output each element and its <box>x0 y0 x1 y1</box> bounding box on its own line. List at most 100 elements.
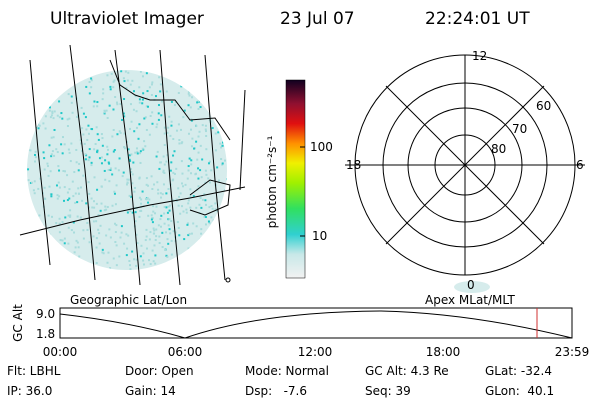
speckle <box>187 104 190 107</box>
speckle <box>225 77 227 80</box>
speckle <box>85 128 88 131</box>
speckle <box>114 231 117 234</box>
speckle <box>153 232 156 235</box>
speckle <box>67 226 70 229</box>
speckle <box>196 158 199 161</box>
speckle <box>144 198 147 201</box>
speckle <box>186 222 189 225</box>
speckle <box>112 108 115 111</box>
speckle <box>49 170 52 173</box>
speckle <box>180 85 183 88</box>
speckle <box>34 153 37 156</box>
speckle <box>172 199 175 202</box>
speckle <box>58 231 61 234</box>
speckle <box>97 138 100 141</box>
speckle <box>46 258 49 261</box>
speckle <box>169 204 172 207</box>
speckle <box>205 173 208 176</box>
speckle <box>202 98 205 101</box>
speckle <box>203 193 206 196</box>
colorbar-tick: 100 <box>310 140 333 154</box>
speckle <box>170 266 173 269</box>
speckle <box>73 231 76 234</box>
speckle <box>88 148 91 151</box>
speckle <box>187 90 190 93</box>
speckle <box>182 185 185 188</box>
speckle <box>75 239 78 242</box>
speckle <box>209 89 212 92</box>
speckle <box>51 83 54 86</box>
speckle <box>153 244 156 247</box>
speckle <box>82 174 85 177</box>
speckle <box>74 201 77 204</box>
speckle <box>167 126 170 129</box>
speckle <box>138 152 141 155</box>
speckle <box>218 119 221 122</box>
speckle <box>112 86 115 89</box>
speckle <box>135 110 138 113</box>
speckle <box>30 95 33 98</box>
speckle <box>129 168 132 171</box>
speckle <box>190 163 193 166</box>
speckle <box>119 131 122 134</box>
speckle <box>160 100 163 103</box>
speckle <box>28 78 31 81</box>
speckle <box>93 176 96 179</box>
speckle <box>97 214 100 217</box>
speckle <box>200 254 203 257</box>
speckle <box>204 98 207 101</box>
alt-x-tick: 18:00 <box>426 345 461 359</box>
speckle <box>150 214 153 217</box>
speckle <box>121 118 124 121</box>
polar-grid <box>345 54 585 276</box>
mlt-label: 6 <box>576 158 584 172</box>
speckle <box>204 169 207 172</box>
speckle <box>141 102 144 105</box>
speckle <box>168 115 171 118</box>
speckle <box>190 232 193 235</box>
speckle <box>157 104 160 107</box>
speckle <box>157 224 160 227</box>
speckle <box>114 167 117 170</box>
speckle <box>134 95 137 98</box>
speckle <box>178 195 181 198</box>
speckle <box>114 95 117 98</box>
speckle <box>40 238 43 241</box>
speckle <box>91 128 94 131</box>
speckle <box>192 252 195 255</box>
speckle <box>170 239 173 242</box>
speckle <box>178 142 181 145</box>
speckle <box>198 130 201 133</box>
speckle <box>107 148 110 151</box>
speckle <box>204 181 207 184</box>
speckle <box>93 148 96 151</box>
speckle <box>56 194 59 197</box>
speckle <box>36 216 39 219</box>
speckle <box>86 138 89 141</box>
speckle <box>198 238 201 241</box>
speckle <box>155 205 158 208</box>
polar-caption: Apex MLat/MLT <box>425 293 515 307</box>
speckle <box>68 151 71 154</box>
speckle <box>120 70 123 73</box>
speckle <box>146 197 149 200</box>
speckle <box>98 157 101 160</box>
speckle <box>30 111 33 114</box>
speckle <box>140 202 143 205</box>
speckle <box>203 239 206 242</box>
speckle <box>215 81 218 84</box>
speckle <box>67 214 70 217</box>
speckle <box>162 169 165 172</box>
speckle <box>55 184 58 187</box>
speckle <box>113 192 116 195</box>
speckle <box>172 138 175 141</box>
speckle <box>154 212 157 215</box>
speckle <box>172 178 175 181</box>
speckle <box>200 228 203 231</box>
speckle <box>126 247 129 250</box>
speckle <box>107 251 110 254</box>
speckle <box>131 250 134 253</box>
speckle <box>142 92 145 95</box>
speckle <box>218 111 221 114</box>
speckle <box>89 70 92 73</box>
